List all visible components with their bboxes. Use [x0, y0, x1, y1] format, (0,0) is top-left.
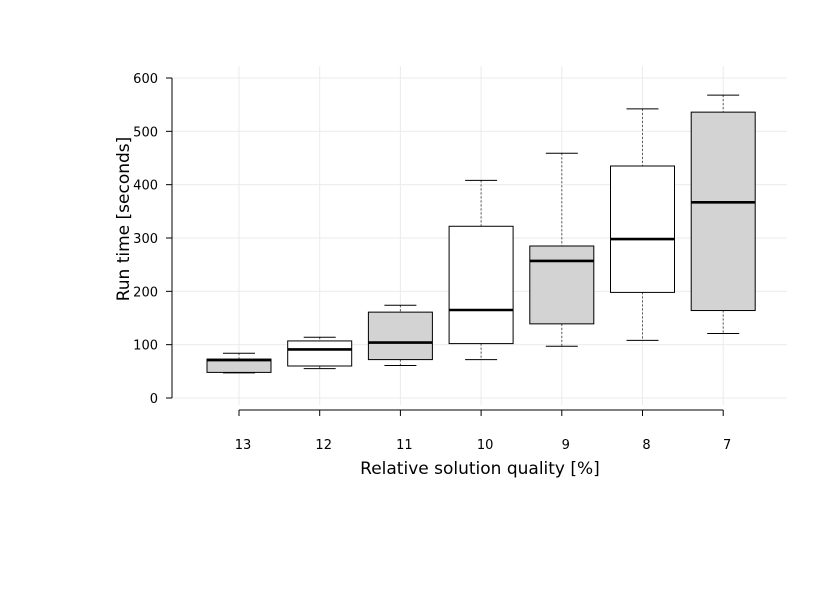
y-tick-label: 300: [133, 232, 158, 247]
y-tick-label: 100: [133, 339, 158, 354]
x-tick-label: 13: [235, 438, 252, 453]
x-tick-label: 9: [562, 438, 570, 453]
box-iqr: [610, 165, 675, 293]
x-axis-title: Relative solution quality [%]: [360, 459, 600, 479]
box-11: [367, 304, 433, 366]
box-iqr: [529, 245, 595, 325]
x-tick-label: 10: [477, 438, 494, 453]
x-tick-label: 7: [723, 438, 731, 453]
box-8: [610, 108, 675, 341]
box-9: [529, 152, 595, 347]
box-13: [206, 352, 272, 374]
y-tick-label: 0: [150, 392, 158, 407]
box-10: [448, 179, 514, 361]
y-tick-label: 500: [133, 125, 158, 140]
y-axis-title: Run time [seconds]: [114, 137, 134, 302]
x-tick-label: 12: [315, 438, 332, 453]
y-axis: 0 100 200 300 400 500 600: [133, 72, 173, 407]
x-axis: 13 12 11 10 9 8 7: [235, 409, 731, 453]
box-iqr: [367, 311, 433, 361]
x-tick-label: 8: [642, 438, 650, 453]
boxes: [206, 94, 756, 374]
y-tick-label: 600: [133, 72, 158, 87]
box-12: [287, 336, 353, 370]
box-iqr: [690, 111, 756, 312]
y-tick-label: 200: [133, 285, 158, 300]
box-7: [690, 94, 756, 334]
box-iqr: [287, 340, 353, 367]
x-tick-label: 11: [396, 438, 413, 453]
y-tick-label: 400: [133, 179, 158, 194]
box-iqr: [448, 225, 514, 345]
